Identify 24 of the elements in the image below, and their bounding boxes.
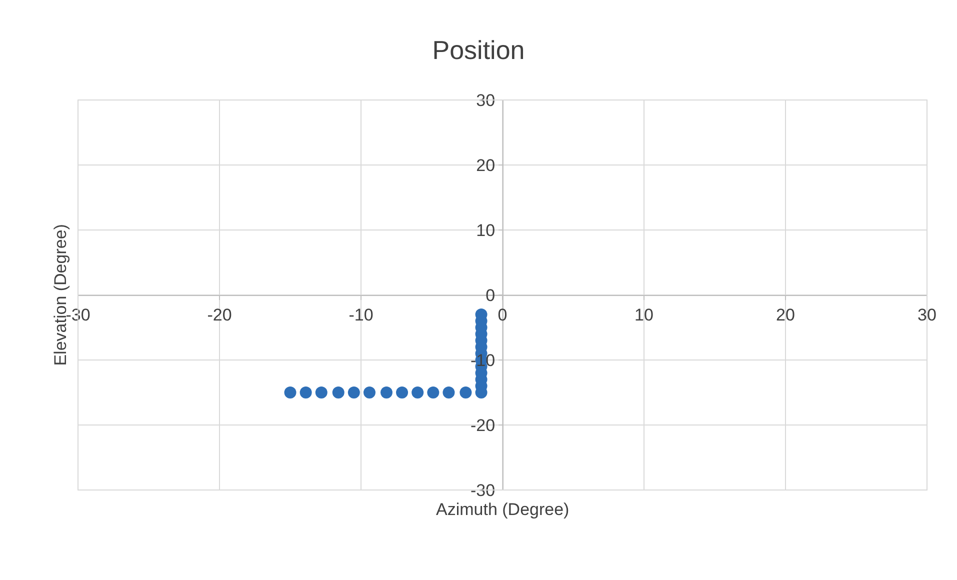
x-tick-label: -10 [348,305,374,324]
point [300,386,312,398]
x-tick-label: -20 [207,305,232,324]
chart-title: Position [432,34,525,65]
point [332,386,344,398]
point [363,386,376,398]
point [315,386,328,398]
x-tick-label: 0 [498,305,508,324]
x-tick-label: 10 [634,305,654,324]
point [442,386,455,398]
y-tick-label: -20 [470,416,496,435]
point [460,386,472,398]
y-tick-label: 0 [486,286,496,305]
x-axis-title: Azimuth (Degree) [436,500,570,519]
y-tick-label: 10 [476,220,496,240]
point [396,386,408,398]
x-tick-label: 20 [776,305,795,324]
point [380,386,392,398]
point [412,386,424,398]
x-tick-label: 30 [918,305,936,324]
point [284,386,296,398]
point [348,386,360,398]
y-tick-label: 20 [476,156,496,175]
point [427,386,440,398]
